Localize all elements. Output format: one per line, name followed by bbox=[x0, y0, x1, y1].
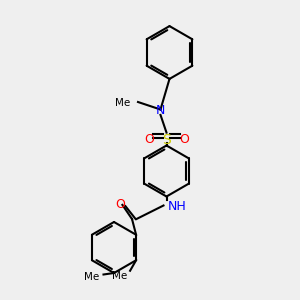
Text: NH: NH bbox=[168, 200, 187, 214]
Text: O: O bbox=[115, 197, 125, 211]
Text: Me: Me bbox=[112, 271, 127, 281]
Text: Me: Me bbox=[84, 272, 99, 282]
Text: O: O bbox=[144, 133, 154, 146]
Text: S: S bbox=[162, 133, 171, 146]
Text: O: O bbox=[179, 133, 189, 146]
Text: N: N bbox=[156, 104, 165, 118]
Text: Me: Me bbox=[115, 98, 130, 108]
